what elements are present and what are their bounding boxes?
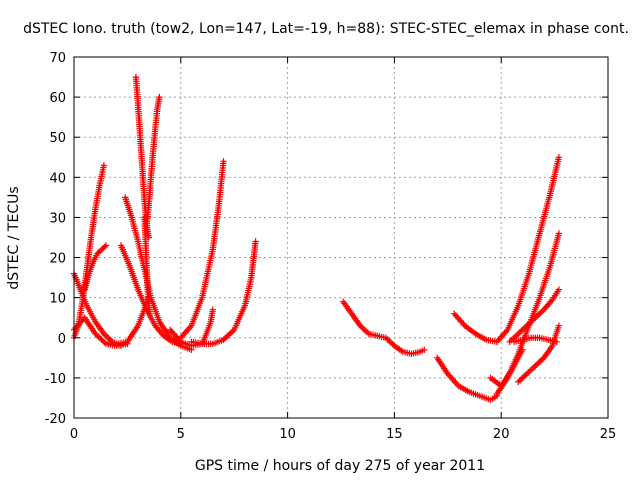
y-tick-label: 30: [49, 211, 66, 226]
data-point-marker: [555, 230, 563, 237]
data-series-group: [515, 322, 563, 386]
y-tick-label: 40: [49, 171, 66, 186]
data-series-group: [510, 334, 560, 345]
y-tick-label: 10: [49, 292, 66, 307]
x-axis-title: GPS time / hours of day 275 of year 2011: [195, 458, 485, 474]
data-series-group: [487, 346, 526, 390]
y-tick-label: -20: [45, 412, 66, 427]
data-point-marker: [229, 328, 236, 335]
x-tick-label: 5: [177, 427, 185, 442]
data-point-marker: [146, 310, 153, 317]
data-series-group: [143, 93, 163, 229]
grid: [74, 57, 608, 418]
data-point-marker: [555, 286, 563, 293]
data-series-group: [451, 154, 563, 345]
x-tick-label: 25: [600, 427, 617, 442]
data-point-marker: [99, 337, 107, 345]
data-series-group: [141, 214, 153, 317]
y-tick-label: -10: [45, 372, 66, 387]
data-point-marker: [223, 333, 230, 341]
x-tick-label: 10: [279, 427, 296, 442]
data-point-marker: [220, 158, 227, 165]
data-point-marker: [555, 322, 563, 329]
data-point-marker: [555, 154, 563, 161]
x-tick-label: 15: [386, 427, 403, 442]
data-series-group: [177, 158, 227, 341]
data-point-marker: [252, 238, 259, 245]
data-series: [70, 73, 563, 404]
data-point-marker: [553, 338, 560, 345]
data-point-marker: [101, 243, 108, 251]
data-point-marker: [95, 333, 102, 340]
y-tick-label: 20: [49, 252, 66, 267]
data-series-group: [433, 354, 501, 404]
data-point-marker: [156, 93, 163, 101]
y-tick-label: 50: [49, 131, 66, 146]
data-point-marker: [102, 242, 110, 249]
data-point-marker: [98, 336, 105, 343]
data-series-group: [81, 242, 110, 293]
data-point-marker: [100, 162, 108, 169]
y-axis-title: dSTEC / TECUs: [6, 186, 22, 289]
data-point-marker: [421, 346, 428, 353]
data-point-marker: [220, 336, 227, 343]
data-point-marker: [101, 339, 108, 346]
data-point-marker: [209, 306, 216, 313]
data-point-marker: [93, 332, 101, 339]
data-point-marker: [226, 330, 233, 338]
axis-ticks: 0 5 10 15 20 25 -20 -10 0 10 20 30 40 50 60 70: [45, 51, 617, 442]
y-tick-label: 60: [49, 91, 66, 106]
plot-frame: [73, 56, 609, 419]
y-tick-label: 0: [58, 332, 66, 347]
data-series-group: [339, 298, 428, 357]
data-point-marker: [519, 346, 526, 353]
data-series-group: [188, 238, 259, 347]
x-tick-label: 0: [70, 427, 78, 442]
data-point-marker: [224, 332, 232, 339]
x-tick-label: 20: [493, 427, 510, 442]
chart-title: dSTEC Iono. truth (tow2, Lon=147, Lat=-1…: [23, 21, 629, 37]
data-point-marker: [92, 330, 99, 337]
y-tick-label: 70: [49, 51, 66, 66]
